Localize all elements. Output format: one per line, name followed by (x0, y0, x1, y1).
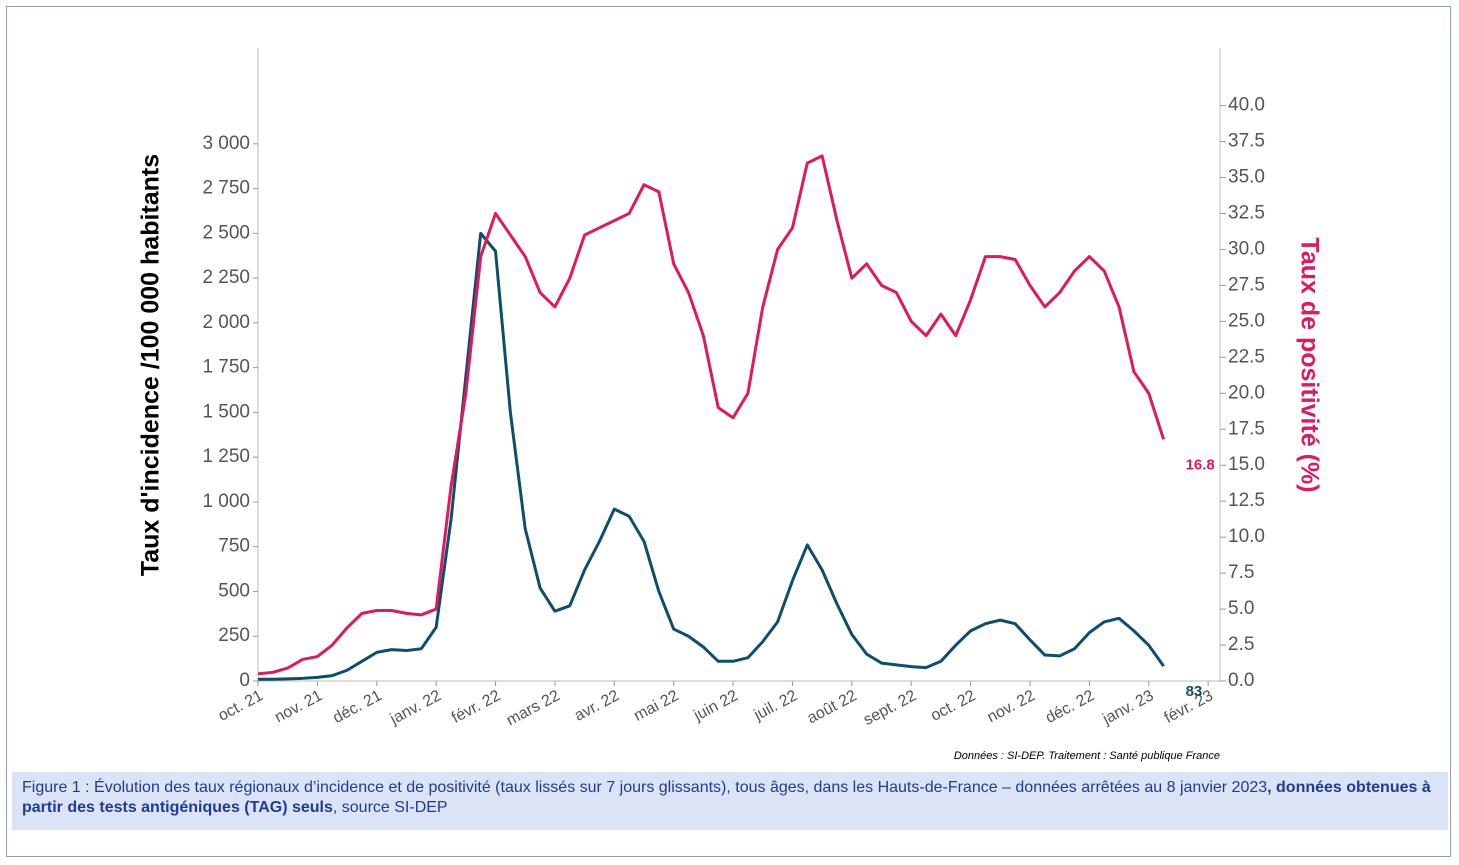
x-tick-label: sept. 22 (861, 687, 919, 729)
y-tick-label: 2 500 (202, 222, 250, 243)
y2-tick-label: 20.0 (1228, 382, 1265, 403)
y-tick-label: 2 250 (202, 267, 250, 288)
y2-tick-label: 7.5 (1228, 562, 1254, 583)
y2-tick-label: 22.5 (1228, 346, 1265, 367)
x-tick-label: janv. 23 (1099, 687, 1156, 728)
x-tick-label: déc. 21 (330, 687, 384, 727)
caption-end: , source SI-DEP (332, 799, 448, 816)
x-tick-label: déc. 22 (1043, 687, 1097, 727)
y2-axis-title: Taux de positivité (%) (1295, 237, 1323, 492)
x-tick-label: mars 22 (504, 687, 563, 729)
y2-tick-label: 40.0 (1228, 95, 1265, 116)
y-tick-label: 750 (218, 536, 250, 557)
y2-tick-label: 37.5 (1228, 131, 1265, 152)
y2-tick-label: 30.0 (1228, 238, 1265, 259)
series-line (258, 231, 1165, 681)
x-tick-label: juin 22 (690, 687, 741, 725)
y2-tick-label: 35.0 (1228, 166, 1265, 187)
y2-tick-label: 12.5 (1228, 490, 1265, 511)
y2-tick-label: 2.5 (1228, 634, 1254, 655)
x-tick-label: mai 22 (631, 687, 681, 725)
y-tick-label: 1 750 (202, 357, 250, 378)
y2-tick-label: 32.5 (1228, 202, 1265, 223)
caption-bold: , données obtenues à partir des tests an… (22, 779, 1431, 816)
y-tick-label: 2 000 (202, 312, 250, 333)
x-tick-label: juil. 22 (751, 687, 801, 724)
end-label: 83 (1186, 683, 1203, 700)
x-tick-label: août 22 (805, 687, 860, 727)
y-tick-label: 3 000 (202, 133, 250, 154)
y2-tick-label: 15.0 (1228, 454, 1265, 475)
y2-tick-label: 10.0 (1228, 526, 1265, 547)
caption: Figure 1 : Évolution des taux régionaux … (12, 772, 1448, 830)
x-tick-label: oct. 21 (215, 687, 265, 725)
y2-tick-label: 5.0 (1228, 598, 1254, 619)
frame (6, 6, 1451, 857)
y-tick-label: 250 (218, 625, 250, 646)
source-note: Données : SI-DEP. Traitement : Santé pub… (954, 750, 1220, 762)
caption-text: Figure 1 : Évolution des taux régionaux … (22, 779, 1268, 796)
x-tick-label: nov. 22 (985, 687, 1038, 726)
x-tick-label: nov. 21 (272, 687, 325, 726)
y-tick-label: 1 000 (202, 491, 250, 512)
x-tick-label: avr. 22 (572, 687, 622, 725)
x-tick-label: févr. 22 (449, 687, 503, 727)
y-tick-label: 1 500 (202, 401, 250, 422)
y2-tick-label: 0.0 (1228, 670, 1254, 691)
y-tick-label: 500 (218, 580, 250, 601)
y-tick-label: 0 (239, 670, 250, 691)
x-tick-label: janv. 22 (387, 687, 444, 728)
y-tick-label: 1 250 (202, 446, 250, 467)
end-label: 16.8 (1186, 456, 1215, 473)
y-tick-label: 2 750 (202, 178, 250, 199)
series-line (257, 154, 1166, 676)
y2-tick-label: 17.5 (1228, 418, 1265, 439)
y-axis-title: Taux d'incidence /100 000 habitants (137, 154, 165, 576)
x-tick-label: oct. 22 (928, 687, 978, 725)
y2-tick-label: 27.5 (1228, 274, 1265, 295)
y2-tick-label: 25.0 (1228, 310, 1265, 331)
